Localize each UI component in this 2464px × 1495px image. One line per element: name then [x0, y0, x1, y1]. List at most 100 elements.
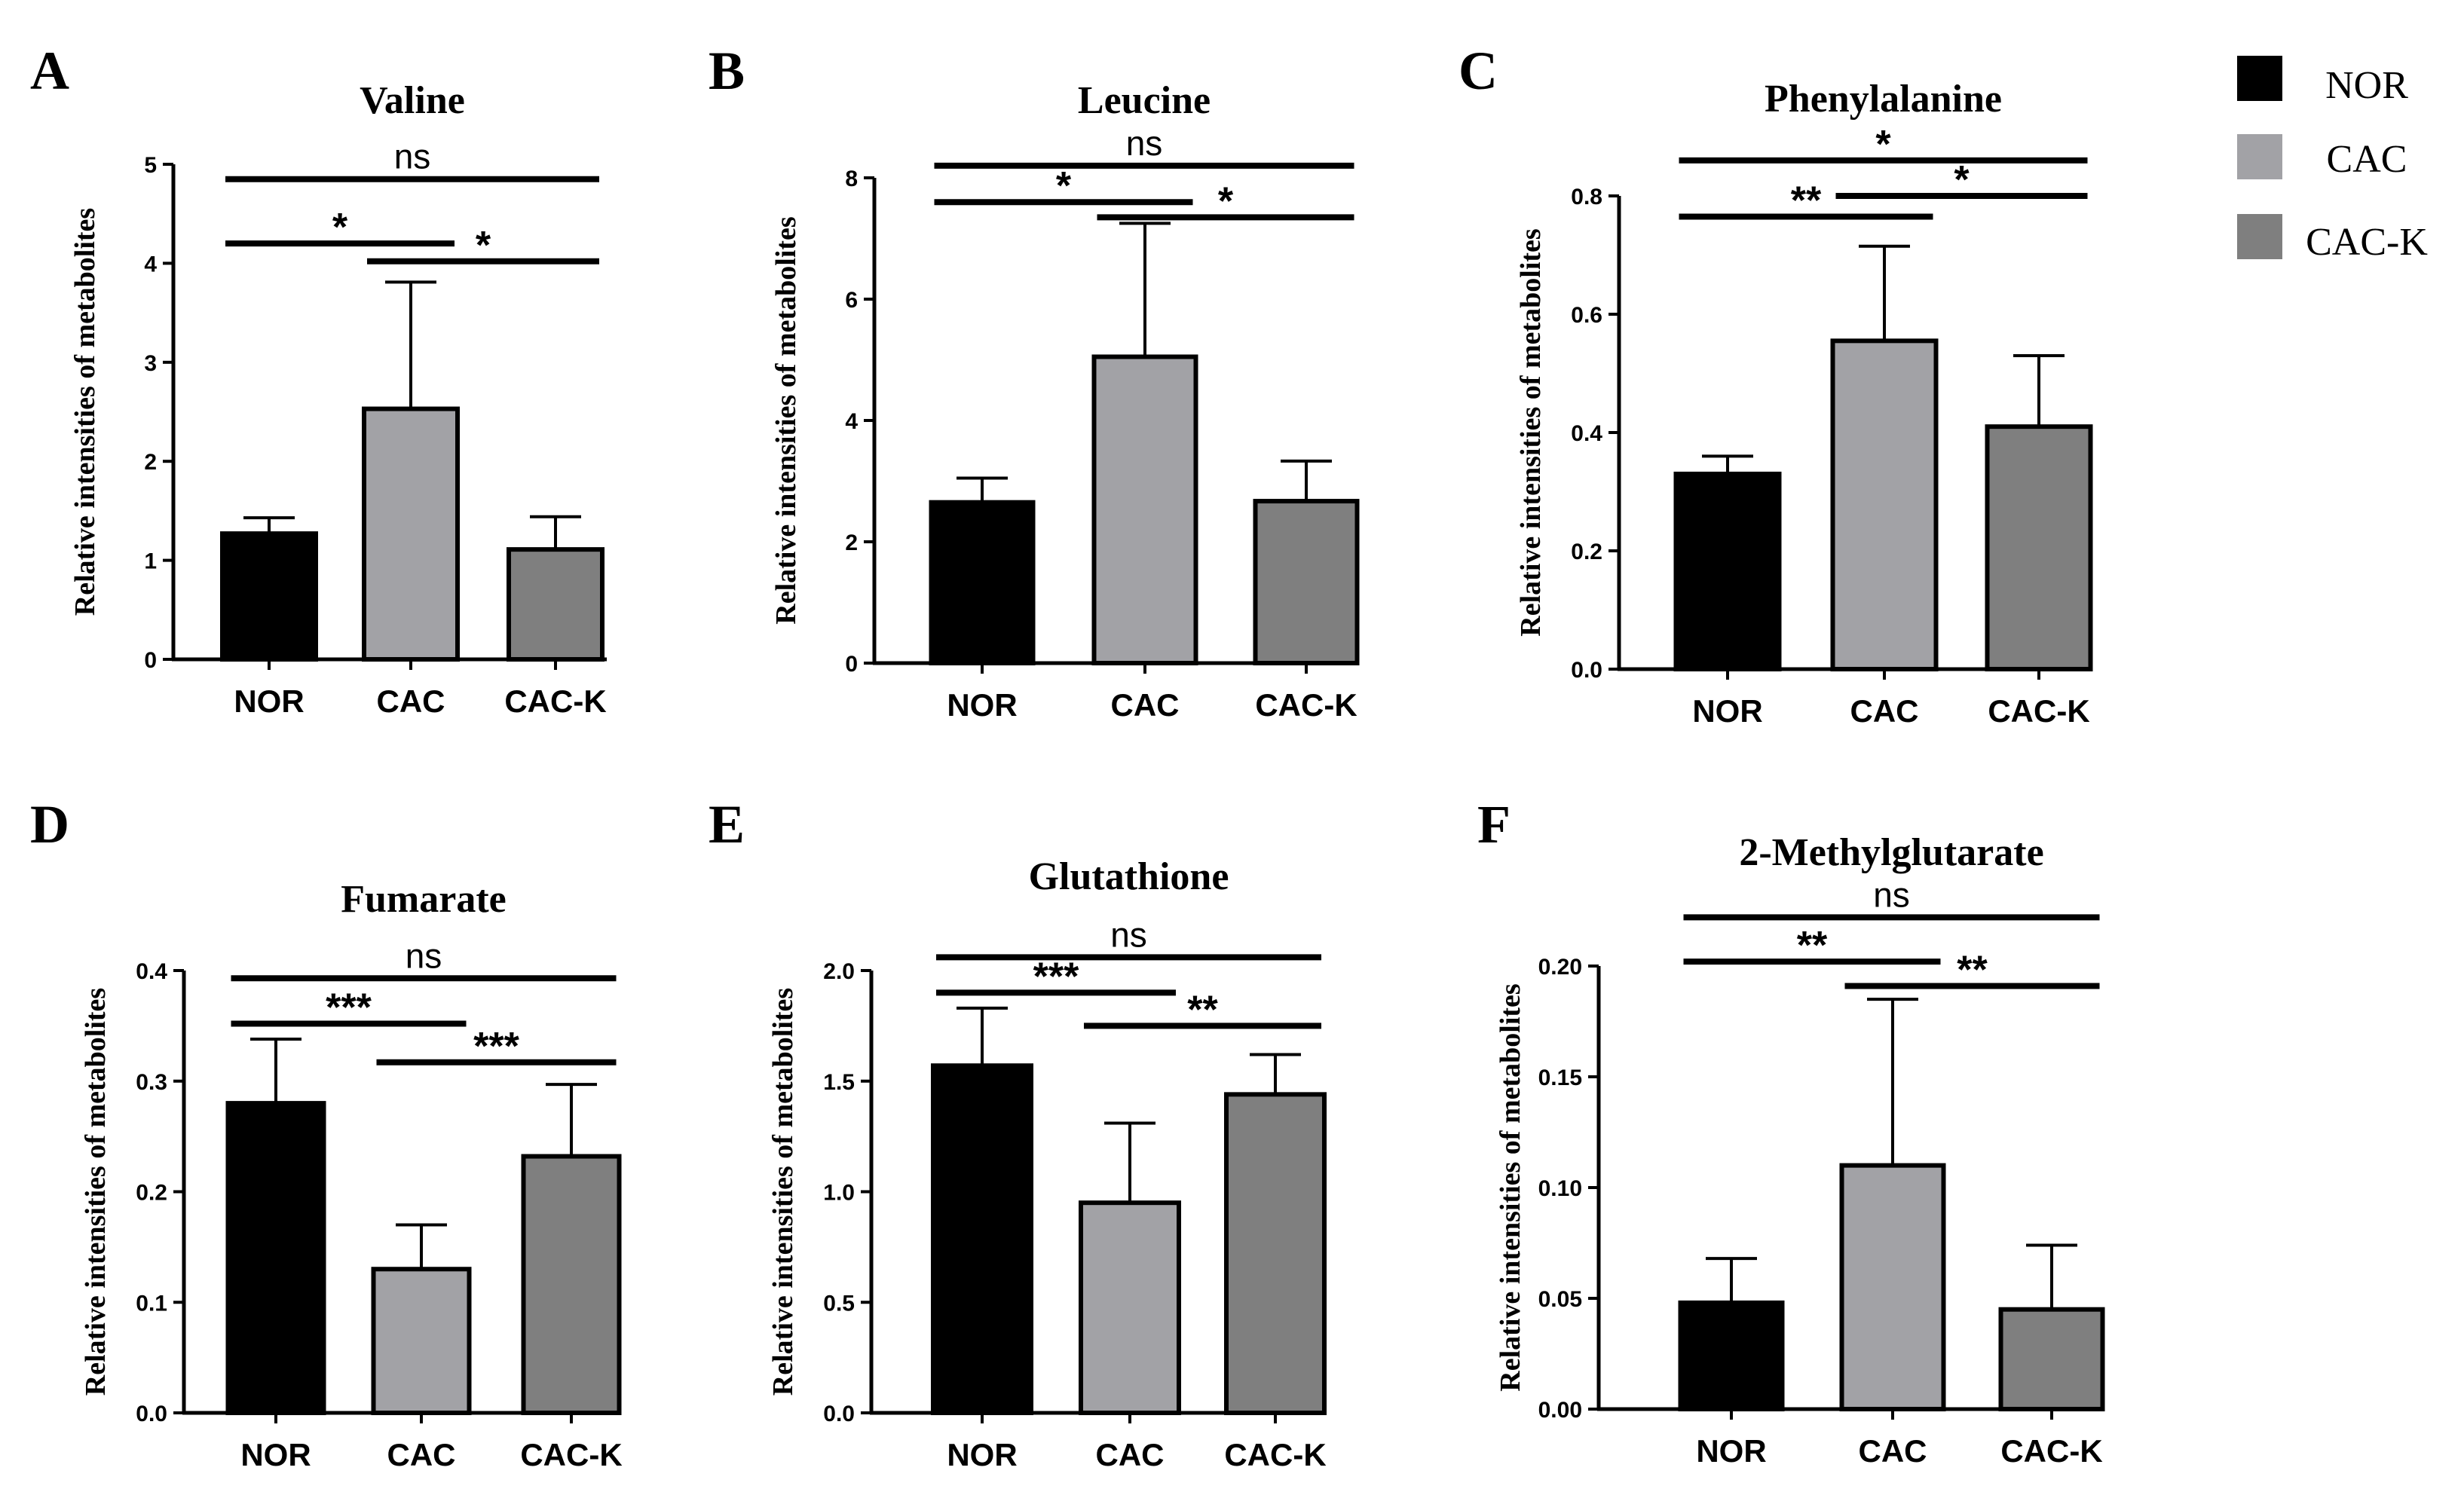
chart-panel-b: B Leucine Relative intensities of metaboli… — [709, 41, 1360, 723]
significance-label: ns — [1110, 915, 1147, 954]
chart-panel-a: A Valine Relative intensities of metabolit… — [30, 41, 607, 719]
chart-panel-d: D Fumarate Relative intensities of metabol… — [30, 794, 623, 1472]
x-tick-label: CAC-K — [1988, 693, 2089, 729]
y-tick-label: 1.0 — [823, 1181, 855, 1206]
y-tick-label: 0.05 — [1538, 1287, 1582, 1312]
significance-label: ** — [1187, 988, 1218, 1032]
y-tick-label: 0 — [845, 652, 858, 677]
y-tick-label: 0.0 — [823, 1402, 855, 1426]
y-tick-label: 0.2 — [136, 1181, 167, 1206]
panel-letter: A — [30, 41, 69, 101]
legend-label: NOR — [2325, 64, 2408, 107]
bar-cac — [1830, 338, 1939, 671]
panel-letter: C — [1459, 41, 1498, 101]
legend-swatch-cac — [2237, 134, 2282, 179]
chart-panel-f: F 2-Methylglutarate Relative intensities o… — [1477, 794, 2105, 1469]
bar-cac — [371, 1267, 472, 1415]
x-tick-label: CAC — [1859, 1433, 1927, 1469]
y-tick-label: 8 — [845, 167, 858, 191]
y-tick-label: 0.20 — [1538, 955, 1582, 980]
legend-swatch-nor — [2237, 56, 2282, 101]
x-tick-label: NOR — [234, 683, 304, 719]
y-tick-label: 6 — [845, 288, 858, 313]
chart-title: Valine — [360, 79, 465, 122]
y-tick-label: 0.2 — [1571, 540, 1602, 564]
panel-letter: E — [709, 794, 745, 855]
significance-label: * — [476, 224, 491, 268]
y-axis-label: Relative intensities of metabolites — [1495, 983, 1526, 1391]
bar-nor — [220, 531, 318, 662]
y-axis-label: Relative intensities of metabolites — [69, 208, 101, 616]
x-tick-label: CAC-K — [504, 683, 606, 719]
significance-label: * — [332, 206, 348, 249]
chart-title: Leucine — [1078, 79, 1211, 122]
x-tick-label: CAC-K — [1224, 1437, 1326, 1472]
legend-label: CAC — [2327, 138, 2407, 181]
y-tick-label: 5 — [144, 153, 157, 178]
significance-label: *** — [1033, 955, 1079, 998]
y-tick-label: 0.4 — [136, 959, 167, 984]
significance-label: *** — [473, 1025, 519, 1069]
x-tick-label: CAC — [377, 683, 445, 719]
bar-nor — [929, 500, 1036, 665]
y-axis-label: Relative intensities of metabolites — [767, 988, 799, 1396]
legend: NOR CAC CAC-K — [2237, 56, 2428, 264]
significance-label: * — [1875, 123, 1891, 167]
x-tick-label: CAC — [1850, 693, 1919, 729]
y-tick-label: 0.5 — [823, 1291, 855, 1316]
legend-label: CAC-K — [2306, 221, 2428, 264]
bar-nor — [1678, 1300, 1785, 1411]
y-tick-label: 4 — [845, 409, 858, 434]
y-tick-label: 0.0 — [136, 1402, 167, 1426]
bar-cac-k — [507, 547, 605, 662]
x-tick-label: NOR — [1696, 1433, 1766, 1469]
panel-letter: B — [709, 41, 745, 101]
y-tick-label: 0.0 — [1571, 658, 1602, 683]
chart-title: 2-Methylglutarate — [1739, 831, 2043, 874]
bar-cac — [1091, 354, 1198, 665]
y-tick-label: 0.3 — [136, 1070, 167, 1095]
y-axis-label: Relative intensities of metabolites — [80, 988, 112, 1396]
chart-panel-e: E Glutathione Relative intensities of meta… — [709, 794, 1327, 1472]
bar-cac — [362, 406, 460, 662]
significance-label: ** — [1797, 924, 1828, 968]
chart-title: Phenylalanine — [1765, 78, 2002, 121]
y-tick-label: 1.5 — [823, 1070, 855, 1095]
y-tick-label: 2 — [144, 450, 157, 475]
significance-label: * — [1056, 164, 1072, 208]
significance-label: ns — [1873, 875, 1910, 914]
y-tick-label: 0.00 — [1538, 1398, 1582, 1423]
y-tick-label: 0.4 — [1571, 421, 1602, 446]
bar-nor — [931, 1063, 1033, 1415]
significance-label: ns — [394, 137, 431, 176]
bar-cac — [1839, 1163, 1946, 1411]
x-tick-label: NOR — [240, 1437, 311, 1472]
bar-cac-k — [1224, 1092, 1327, 1415]
x-tick-label: CAC — [387, 1437, 456, 1472]
y-tick-label: 0.10 — [1538, 1176, 1582, 1201]
y-axis-label: Relative intensities of metabolites — [1515, 228, 1547, 636]
y-tick-label: 0 — [144, 648, 157, 673]
significance-label: ** — [1791, 179, 1822, 222]
bar-cac-k — [521, 1154, 622, 1416]
chart-title: Fumarate — [341, 878, 506, 921]
legend-swatch-cac-k — [2237, 214, 2282, 259]
chart-title: Glutathione — [1029, 855, 1229, 898]
panel-letter: D — [30, 794, 69, 855]
y-tick-label: 0.6 — [1571, 303, 1602, 328]
y-tick-label: 3 — [144, 351, 157, 376]
bar-nor — [225, 1101, 326, 1415]
significance-label: ** — [1957, 948, 1988, 992]
y-tick-label: 0.15 — [1538, 1065, 1582, 1090]
x-tick-label: CAC-K — [2000, 1433, 2102, 1469]
x-tick-label: NOR — [947, 687, 1017, 723]
significance-label: ns — [1126, 124, 1163, 163]
y-axis-label: Relative intensities of metabolites — [770, 216, 802, 624]
panel-letter: F — [1477, 794, 1511, 855]
x-tick-label: CAC-K — [520, 1437, 622, 1472]
y-tick-label: 2.0 — [823, 959, 855, 984]
x-tick-label: NOR — [1692, 693, 1762, 729]
significance-label: * — [1954, 158, 1970, 202]
x-tick-label: NOR — [947, 1437, 1017, 1472]
